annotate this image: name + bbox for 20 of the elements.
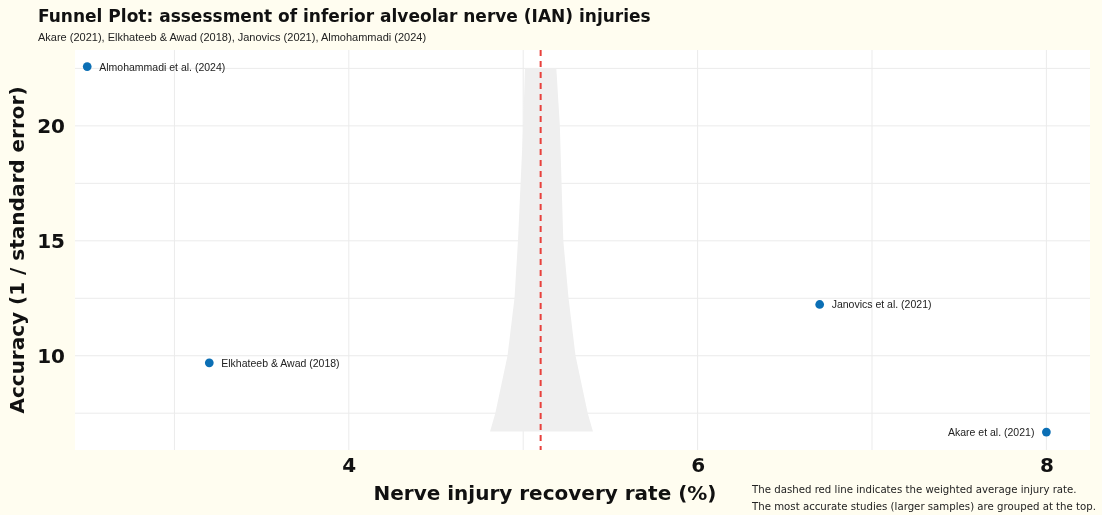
point (204, 358, 214, 368)
x-tick-label: 4 (342, 453, 357, 478)
point (82, 62, 92, 71)
y-tick-label: 10 (37, 343, 65, 368)
chart-title: Funnel Plot: assessment of inferior alveolar nerve (IAN) injuries (38, 6, 651, 26)
annotation: Almohammadi et al. (2024) (99, 60, 226, 73)
annotation: Elkhateeb & Awad (2018) (221, 356, 340, 369)
text: The dashed red line indicates the weighted average injury rate. (751, 484, 1077, 495)
x-axis-title: Nerve injury recovery rate (%) (373, 481, 717, 505)
y-axis-title: Accuracy (1 / standard error) (5, 86, 29, 414)
point (815, 300, 825, 309)
x-tick-label: 8 (1039, 453, 1054, 478)
text: The most accurate studies (larger samples) are grouped at the top. (751, 501, 1097, 512)
chart-subtitle: Akare (2021), Elkhateeb & Awad (2018), Janovics (2021), Almohammadi (2024) (38, 31, 427, 43)
point (1042, 427, 1051, 437)
annotation: Akare et al. (2021) (948, 426, 1035, 439)
y-tick-label: 15 (37, 228, 65, 253)
x-tick-label: 6 (691, 453, 706, 478)
annotation: Janovics et al. (2021) (831, 298, 932, 311)
y-tick-label: 20 (37, 113, 65, 138)
